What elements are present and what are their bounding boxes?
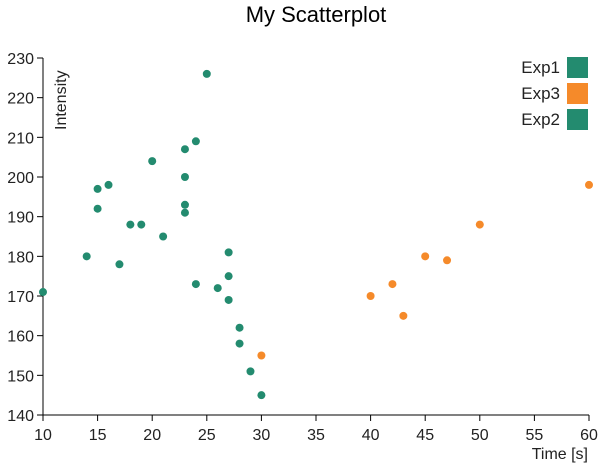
data-point-exp1 <box>93 204 102 213</box>
legend-swatch <box>567 57 588 78</box>
y-tick-label: 180 <box>7 249 34 266</box>
x-tick-label: 20 <box>143 427 161 444</box>
data-point-exp1 <box>126 220 135 229</box>
data-point-exp1 <box>115 260 124 269</box>
y-tick-label: 150 <box>7 368 34 385</box>
x-axis: 10 15 20 25 30 35 40 45 50 55 60 <box>34 414 598 444</box>
legend-swatch <box>567 83 588 104</box>
data-point-exp2 <box>224 295 233 304</box>
data-point-exp3 <box>399 311 408 320</box>
y-tick-label: 200 <box>7 170 34 187</box>
y-tick-label: 140 <box>7 408 34 425</box>
data-point-exp2 <box>224 272 233 281</box>
y-tick-label: 190 <box>7 210 34 227</box>
x-tick-label: 40 <box>362 427 380 444</box>
y-tick-label: 220 <box>7 91 34 108</box>
data-point-exp1 <box>148 157 157 166</box>
legend-swatch <box>567 109 588 130</box>
x-tick-label: 25 <box>198 427 216 444</box>
legend-label: Exp2 <box>521 110 560 129</box>
data-point-exp3 <box>366 292 375 300</box>
y-axis: 140 150 160 170 180 190 200 210 220 230 <box>7 51 44 425</box>
x-tick-label: 55 <box>526 427 544 444</box>
data-point-exp1 <box>180 173 189 181</box>
chart-title: My Scatterplot <box>246 2 387 27</box>
y-axis-label: Intensity <box>53 70 70 130</box>
data-point-exp2 <box>235 339 244 348</box>
x-tick-label: 45 <box>416 427 434 444</box>
x-tick-label: 35 <box>307 427 325 444</box>
data-point-exp1 <box>104 180 113 189</box>
data-point-exp2 <box>213 284 222 293</box>
y-tick-label: 170 <box>7 289 34 306</box>
y-tick-label: 210 <box>7 130 34 147</box>
data-point-exp2 <box>246 367 255 376</box>
legend-label: Exp1 <box>521 58 560 77</box>
data-point-exp1 <box>191 280 200 289</box>
y-tick-label: 160 <box>7 329 34 346</box>
data-point-exp3 <box>421 252 430 261</box>
data-point-exp1 <box>39 288 47 297</box>
x-tick-label: 30 <box>253 427 271 444</box>
data-point-exp3 <box>475 220 484 229</box>
data-points <box>39 69 593 400</box>
x-tick-label: 10 <box>34 427 52 444</box>
data-point-exp1 <box>180 145 189 154</box>
x-tick-label: 60 <box>580 427 598 444</box>
legend-label: Exp3 <box>521 84 560 103</box>
data-point-exp2 <box>235 323 244 332</box>
x-tick-label: 50 <box>471 427 489 444</box>
data-point-exp3 <box>257 351 266 360</box>
x-tick-label: 15 <box>89 427 107 444</box>
data-point-exp1 <box>180 208 189 217</box>
data-point-exp3 <box>443 256 452 265</box>
data-point-exp2 <box>224 248 233 257</box>
y-tick-label: 230 <box>7 51 34 68</box>
data-point-exp1 <box>93 184 102 193</box>
data-point-exp1 <box>137 220 146 229</box>
data-point-exp1 <box>191 137 200 146</box>
data-point-exp3 <box>388 280 397 289</box>
x-axis-label: Time [s] <box>532 446 588 463</box>
legend: Exp1 Exp3 Exp2 <box>521 57 588 130</box>
data-point-exp1 <box>82 252 91 261</box>
data-point-exp3 <box>585 180 593 189</box>
data-point-exp1 <box>159 232 168 241</box>
data-point-exp1 <box>180 200 189 209</box>
data-point-exp1 <box>202 69 211 78</box>
data-point-exp2 <box>257 391 266 400</box>
